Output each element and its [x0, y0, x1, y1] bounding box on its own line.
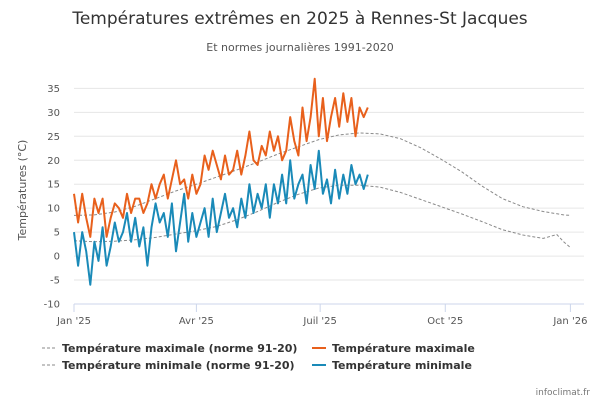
y-tick-label: -5	[50, 276, 60, 287]
series-line-temperature-maximale-norme-91-20	[73, 132, 571, 216]
x-axis-ticks: Jan '25 Avr '25 Juil '25 Oct '25 Jan '26	[56, 304, 587, 327]
y-tick-label: 30	[47, 108, 60, 119]
x-tick-label: Juil '25	[302, 316, 337, 327]
credit-text[interactable]: infoclimat.fr	[536, 388, 591, 398]
legend-label: Température maximale (norme 91-20)	[62, 342, 297, 355]
legend-item[interactable]: Température maximale (norme 91-20)	[42, 342, 297, 355]
legend-item[interactable]: Température minimale (norme 91-20)	[42, 359, 295, 372]
x-tick-label: Avr '25	[179, 316, 214, 327]
legend-item[interactable]: Température maximale	[312, 342, 475, 355]
legend-label: Température maximale	[332, 342, 475, 355]
x-tick-label: Oct '25	[427, 316, 463, 327]
y-axis-ticks: -10 -5 0 5 10 15 20 25 30 35	[44, 84, 60, 311]
y-tick-label: 10	[47, 204, 60, 215]
y-tick-label: 15	[47, 180, 60, 191]
series-line-temperature-minimale	[73, 149, 369, 286]
y-axis-title: Températures (°C)	[16, 140, 29, 242]
legend: Température maximale (norme 91-20) Tempér…	[42, 342, 475, 372]
y-tick-label: 5	[54, 228, 60, 239]
x-tick-label: Jan '26	[552, 316, 587, 327]
series-group	[73, 77, 571, 286]
legend-label: Température minimale (norme 91-20)	[62, 359, 295, 372]
y-tick-label: 35	[47, 84, 60, 95]
y-tick-label: 25	[47, 132, 60, 143]
y-tick-label: 20	[47, 156, 60, 167]
y-tick-label: -10	[44, 300, 60, 311]
series-line-temperature-maximale	[73, 77, 369, 238]
legend-label: Température minimale	[332, 359, 472, 372]
x-tick-label: Jan '25	[56, 316, 91, 327]
chart-subtitle: Et normes journalières 1991-2020	[206, 41, 393, 54]
y-tick-label: 0	[54, 252, 60, 263]
legend-item[interactable]: Température minimale	[312, 359, 472, 372]
chart-title: Températures extrêmes en 2025 à Rennes-S…	[71, 9, 527, 29]
